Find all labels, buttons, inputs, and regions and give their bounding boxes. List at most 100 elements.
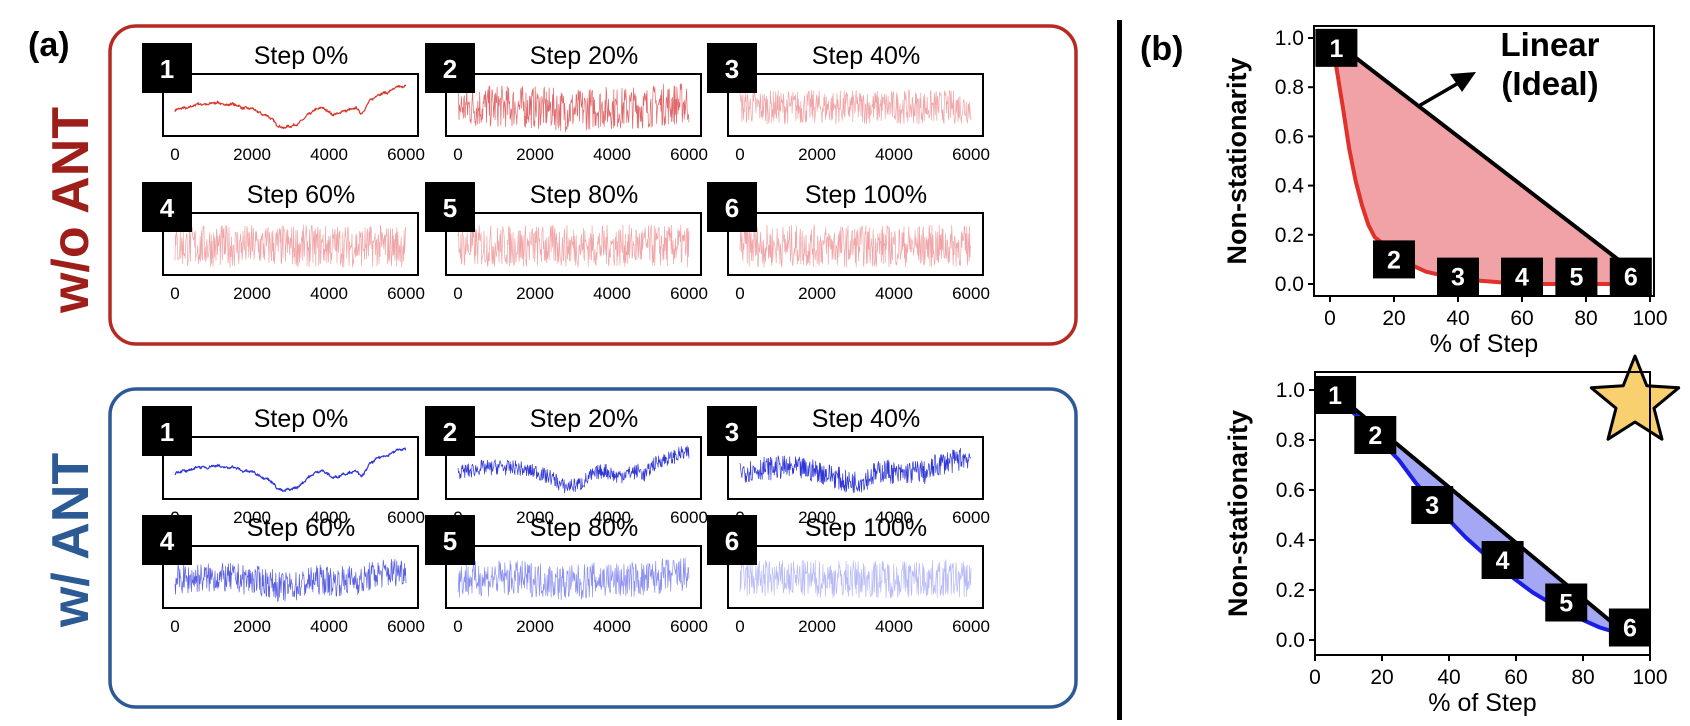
step-badge: [1609, 257, 1652, 296]
y-tick-label: 0.6: [1276, 479, 1305, 502]
group-label-wo-ant: w/o ANT: [42, 107, 100, 314]
x-tick-label: 0: [1324, 307, 1336, 330]
subplot: 6 Step 100% 0 2000 4000 6000: [707, 181, 990, 303]
x-tick-label: 2000: [798, 284, 836, 303]
subplot: 4 Step 60% 0 2000 4000 6000: [142, 514, 425, 636]
subplot-title: Step 100%: [805, 514, 927, 542]
nonstationarity-chart-wo-ant: 0.0 0.2 0.4 0.6 0.8 1.0 0 20 40 60 80 100 % of Step N…: [1222, 25, 1668, 358]
linear-label: Linear: [1500, 26, 1599, 63]
x-tick-label: 6000: [670, 145, 708, 164]
x-tick-label: 4000: [310, 145, 348, 164]
step-badge-number: 3: [1451, 264, 1465, 292]
linear-arrow: [1416, 79, 1463, 109]
panel-b-label: (b): [1140, 30, 1183, 68]
step-badge: [1545, 583, 1588, 622]
subplot: 4 Step 60% 0 2000 4000 6000: [142, 181, 425, 303]
x-tick-label: 2000: [798, 508, 836, 527]
x-tick-label: 2000: [233, 508, 271, 527]
step-badge-number: 4: [160, 526, 175, 556]
step-badge: [425, 515, 475, 565]
subplot-title: Step 80%: [530, 514, 638, 542]
x-tick-label: 0: [1309, 666, 1321, 689]
series-line: [174, 447, 407, 492]
y-tick-label: 0.6: [1275, 125, 1304, 148]
x-tick-label: 60: [1504, 666, 1527, 689]
group-label-w-ant: w/ ANT: [42, 453, 100, 629]
step-badge: [1501, 257, 1543, 296]
y-axis-label: Non-stationarity: [1222, 57, 1252, 264]
x-tick-label: 4000: [875, 145, 913, 164]
step-badge-number: 5: [443, 193, 457, 223]
y-tick-label: 1.0: [1276, 379, 1305, 402]
x-tick-label: 6000: [670, 617, 708, 636]
step-badge: [142, 182, 192, 232]
x-tick-label: 60: [1510, 307, 1533, 330]
step-badge-number: 4: [160, 193, 175, 223]
x-tick-label: 6000: [387, 145, 425, 164]
x-tick-label: 0: [170, 284, 179, 303]
series-line: [457, 224, 690, 268]
y-tick-label: 0.4: [1276, 529, 1306, 552]
x-tick-label: 0: [170, 145, 179, 164]
subplot-title: Step 60%: [247, 181, 355, 209]
x-tick-label: 2000: [798, 145, 836, 164]
series-line: [457, 557, 690, 600]
x-tick-label: 4000: [593, 508, 631, 527]
x-tick-label: 6000: [670, 284, 708, 303]
axes-frame: [1314, 371, 1651, 656]
x-tick-label: 4000: [875, 284, 913, 303]
step-badge: [1354, 416, 1397, 454]
arrow-head-icon: [1450, 72, 1476, 92]
subplot-title: Step 0%: [254, 405, 349, 433]
series-line: [174, 224, 407, 268]
x-tick-label: 2000: [798, 617, 836, 636]
x-tick-label: 6000: [387, 508, 425, 527]
step-badge-number: 5: [1569, 264, 1583, 292]
x-tick-label: 2000: [233, 284, 271, 303]
y-tick-label: 0.2: [1276, 579, 1305, 602]
x-tick-label: 80: [1571, 666, 1594, 689]
subplot: 6 Step 100% 0 2000 4000 6000: [707, 514, 990, 636]
series-line: [174, 558, 407, 602]
series-line: [739, 447, 972, 494]
x-tick-label: 0: [735, 617, 744, 636]
panel-divider: [1117, 20, 1122, 720]
subplot-frame: [445, 73, 702, 137]
step-badge: [707, 515, 757, 565]
step-badge-number: 2: [443, 54, 457, 84]
subplot: 5 Step 80% 0 2000 4000 6000: [425, 514, 708, 636]
series-line: [739, 224, 972, 268]
series-line: [457, 83, 690, 133]
group-frame-w-ant: [108, 387, 1078, 709]
axes-frame: [1313, 25, 1655, 297]
subplot-title: Step 60%: [247, 514, 355, 542]
x-tick-label: 0: [453, 145, 462, 164]
x-tick-label: 40: [1437, 666, 1460, 689]
x-tick-label: 2000: [516, 617, 554, 636]
subplot-title: Step 100%: [805, 181, 927, 209]
step-badge: [1437, 257, 1479, 296]
step-badge: [1608, 608, 1651, 647]
step-badge: [425, 43, 475, 93]
x-tick-label: 100: [1632, 666, 1667, 689]
x-tick-label: 6000: [387, 284, 425, 303]
step-badge-number: 5: [443, 526, 457, 556]
x-tick-label: 2000: [516, 508, 554, 527]
x-tick-label: 40: [1446, 307, 1469, 330]
x-tick-label: 100: [1632, 307, 1667, 330]
subplot-title: Step 0%: [254, 42, 349, 70]
x-tick-label: 2000: [233, 617, 271, 636]
x-tick-label: 0: [735, 145, 744, 164]
x-tick-label: 20: [1370, 666, 1393, 689]
step-badge-number: 1: [1328, 382, 1342, 410]
step-badge: [707, 406, 757, 456]
nonstationarity-chart-w-ant: 0.0 0.2 0.4 0.6 0.8 1.0 0 20 40 60 80 100 % of Step N…: [1223, 354, 1681, 717]
step-badge-number: 3: [725, 417, 739, 447]
step-badge: [707, 43, 757, 93]
step-badge: [142, 406, 192, 456]
step-badge-number: 2: [1387, 246, 1401, 274]
